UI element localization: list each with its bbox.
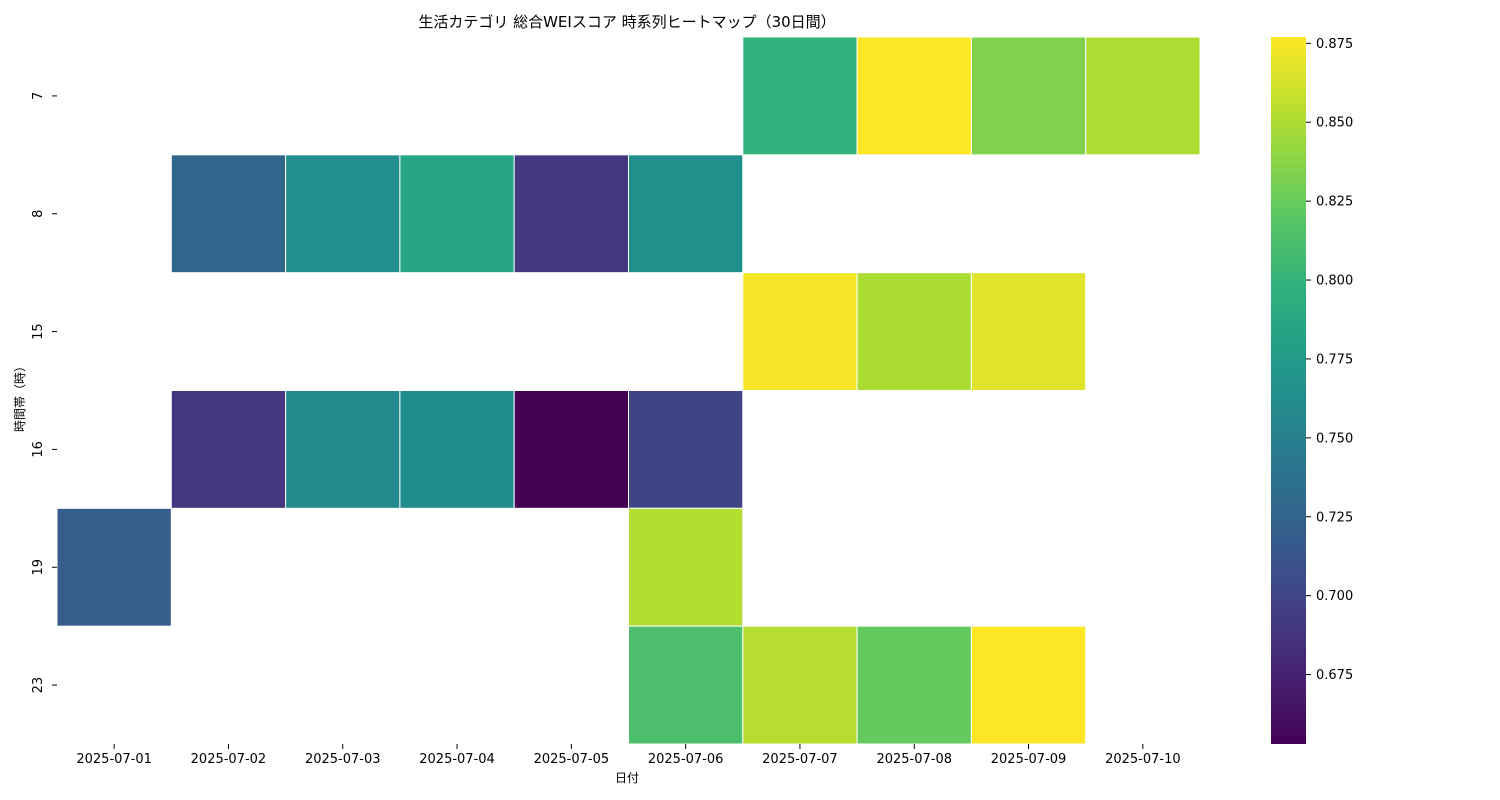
x-tick-label: 2025-07-09 [991,752,1067,767]
x-axis-label: 日付 [615,771,639,785]
colorbar-tick-label: 0.775 [1316,352,1353,367]
heatmap-cell [628,390,744,509]
heatmap-cell [628,154,744,274]
heatmap-cell [285,390,401,509]
colorbar-tick-label: 0.700 [1316,589,1353,604]
heatmap-cell [513,154,630,274]
colorbar-tick-label: 0.800 [1316,274,1353,289]
heatmap-cell [56,507,172,627]
colorbar-tick-label: 0.725 [1316,510,1353,525]
x-tick-label: 2025-07-04 [419,752,495,767]
colorbar-tick-label: 0.675 [1316,668,1353,683]
x-tick-label: 2025-07-02 [191,752,267,767]
heatmap-cell [856,36,972,156]
y-tick-label: 15 [31,323,46,340]
colorbar-tick-label: 0.750 [1316,431,1353,446]
heatmap-cell [856,272,972,391]
y-tick-label: 19 [31,559,46,576]
y-tick-label: 16 [31,441,46,458]
heatmap-cell [170,154,287,274]
heatmap-cell [628,507,744,627]
x-tick-label: 2025-07-10 [1105,752,1181,767]
y-tick-label: 8 [31,210,46,218]
heatmap-cells [56,36,1201,745]
heatmap-cell [1085,36,1201,156]
heatmap-cell [513,390,630,509]
heatmap-cell [970,625,1087,745]
heatmap-cell [628,625,744,745]
x-tick-label: 2025-07-03 [305,752,381,767]
x-tick-label: 2025-07-06 [648,752,724,767]
y-axis-label: 時間帯（時） [13,360,27,432]
heatmap-cell [970,36,1087,156]
y-tick-label: 7 [31,92,46,100]
heatmap-cell [399,154,515,274]
x-tick-label: 2025-07-07 [762,752,838,767]
heatmap-cell [742,36,858,156]
y-tick-label: 23 [31,677,46,694]
y-axis: 7 8 15 16 19 23 [31,92,57,694]
heatmap-cell [742,625,858,745]
colorbar [1271,37,1306,744]
colorbar-ticks: 0.675 0.700 0.725 0.750 0.775 0.800 0.825 0.850… [1306,37,1353,683]
x-axis: 2025-07-01 2025-07-02 2025-07-03 2025-07-04… [76,744,1181,767]
x-tick-label: 2025-07-01 [76,752,152,767]
x-tick-label: 2025-07-05 [534,752,610,767]
colorbar-tick-label: 0.825 [1316,195,1353,210]
colorbar-tick-label: 0.850 [1316,116,1353,131]
colorbar-tick-label: 0.875 [1316,37,1353,52]
heatmap-cell [399,390,515,509]
x-tick-label: 2025-07-08 [876,752,952,767]
chart-title: 生活カテゴリ 総合WEIスコア 時系列ヒートマップ（30日間） [418,13,835,31]
heatmap-cell [170,390,287,509]
heatmap-cell [970,272,1087,391]
heatmap-cell [742,272,858,391]
heatmap-cell [285,154,401,274]
heatmap-cell [856,625,972,745]
